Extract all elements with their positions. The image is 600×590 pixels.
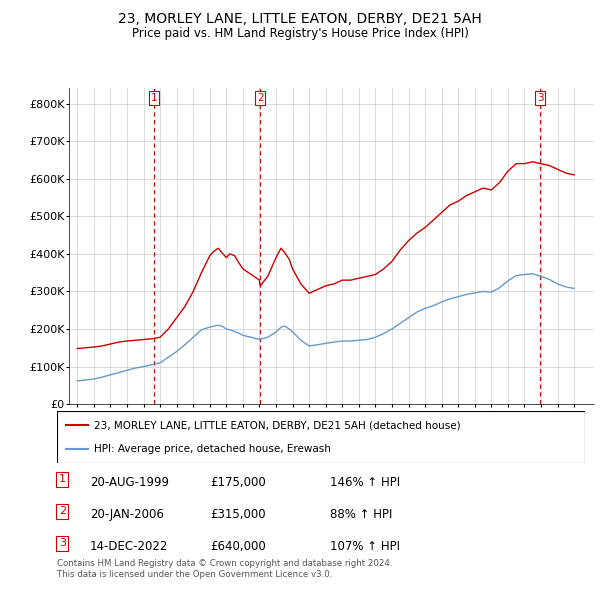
Text: 2: 2: [59, 506, 66, 516]
Text: 23, MORLEY LANE, LITTLE EATON, DERBY, DE21 5AH (detached house): 23, MORLEY LANE, LITTLE EATON, DERBY, DE…: [94, 420, 461, 430]
Text: 146% ↑ HPI: 146% ↑ HPI: [330, 476, 400, 489]
Text: £175,000: £175,000: [210, 476, 266, 489]
Text: Contains HM Land Registry data © Crown copyright and database right 2024.: Contains HM Land Registry data © Crown c…: [57, 559, 392, 568]
Text: Price paid vs. HM Land Registry's House Price Index (HPI): Price paid vs. HM Land Registry's House …: [131, 27, 469, 40]
Text: 20-AUG-1999: 20-AUG-1999: [90, 476, 169, 489]
Text: This data is licensed under the Open Government Licence v3.0.: This data is licensed under the Open Gov…: [57, 571, 332, 579]
Text: 1: 1: [151, 93, 157, 103]
Text: 107% ↑ HPI: 107% ↑ HPI: [330, 540, 400, 553]
Text: 1: 1: [59, 474, 66, 484]
Text: 20-JAN-2006: 20-JAN-2006: [90, 508, 164, 521]
Text: 14-DEC-2022: 14-DEC-2022: [90, 540, 169, 553]
Text: 23, MORLEY LANE, LITTLE EATON, DERBY, DE21 5AH: 23, MORLEY LANE, LITTLE EATON, DERBY, DE…: [118, 12, 482, 26]
Text: 3: 3: [537, 93, 544, 103]
Text: 88% ↑ HPI: 88% ↑ HPI: [330, 508, 392, 521]
Text: £315,000: £315,000: [210, 508, 266, 521]
Text: £640,000: £640,000: [210, 540, 266, 553]
Text: 3: 3: [59, 538, 66, 548]
Text: HPI: Average price, detached house, Erewash: HPI: Average price, detached house, Erew…: [94, 444, 331, 454]
Text: 2: 2: [257, 93, 263, 103]
